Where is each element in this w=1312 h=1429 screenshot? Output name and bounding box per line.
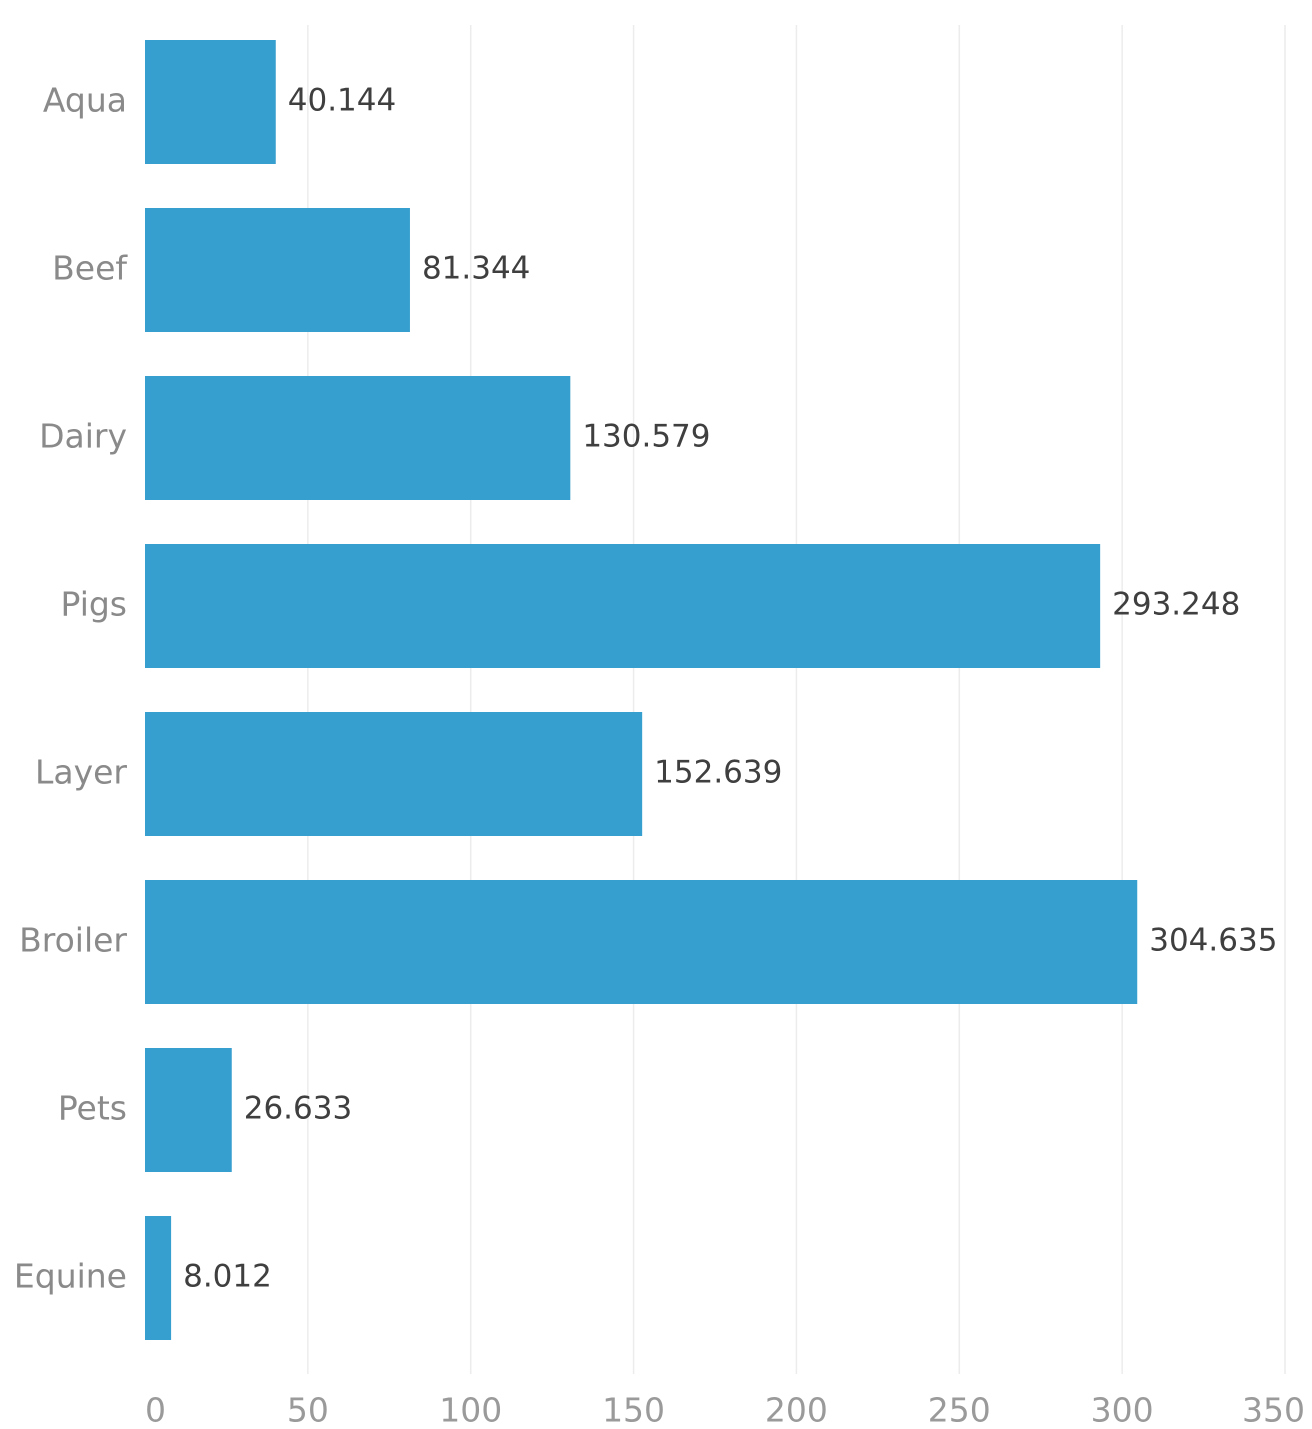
category-label: Broiler — [19, 921, 127, 960]
category-label: Aqua — [43, 81, 127, 120]
x-tick-label: 50 — [287, 1391, 329, 1429]
category-labels: Aqua Beef Dairy Pigs Layer Broiler Pets Equine — [14, 81, 128, 1296]
x-axis-ticks: 0 50 100 150 200 250 300 350 — [145, 1391, 1305, 1429]
data-label: 26.633 — [244, 1091, 352, 1127]
category-label: Equine — [14, 1257, 127, 1296]
category-label: Dairy — [39, 417, 127, 456]
x-tick-label: 150 — [602, 1391, 665, 1429]
data-label: 8.012 — [183, 1259, 272, 1295]
data-label: 130.579 — [582, 419, 710, 455]
bars — [145, 40, 1138, 1340]
bar — [145, 1216, 172, 1340]
x-tick-label: 100 — [439, 1391, 502, 1429]
bar — [145, 712, 643, 836]
bar — [145, 1048, 232, 1172]
category-label: Pets — [58, 1089, 127, 1128]
x-tick-label: 300 — [1091, 1391, 1154, 1429]
data-label: 81.344 — [422, 251, 530, 287]
bar — [145, 208, 410, 332]
bar — [145, 544, 1101, 668]
data-label: 304.635 — [1149, 923, 1277, 959]
data-label: 40.144 — [288, 83, 396, 119]
bar — [145, 376, 571, 500]
bar — [145, 880, 1138, 1004]
x-tick-label: 250 — [928, 1391, 991, 1429]
bar — [145, 40, 276, 164]
category-label: Layer — [35, 753, 127, 792]
category-label: Beef — [52, 249, 128, 288]
category-label: Pigs — [61, 585, 127, 624]
x-tick-label: 200 — [765, 1391, 828, 1429]
data-label: 152.639 — [654, 755, 782, 791]
x-tick-label: 0 — [145, 1391, 166, 1429]
value-labels: 40.144 81.344 130.579 293.248 152.639 304.635… — [183, 83, 1277, 1295]
gridlines — [307, 25, 1286, 1374]
data-label: 293.248 — [1112, 587, 1240, 623]
x-tick-label: 350 — [1242, 1391, 1305, 1429]
